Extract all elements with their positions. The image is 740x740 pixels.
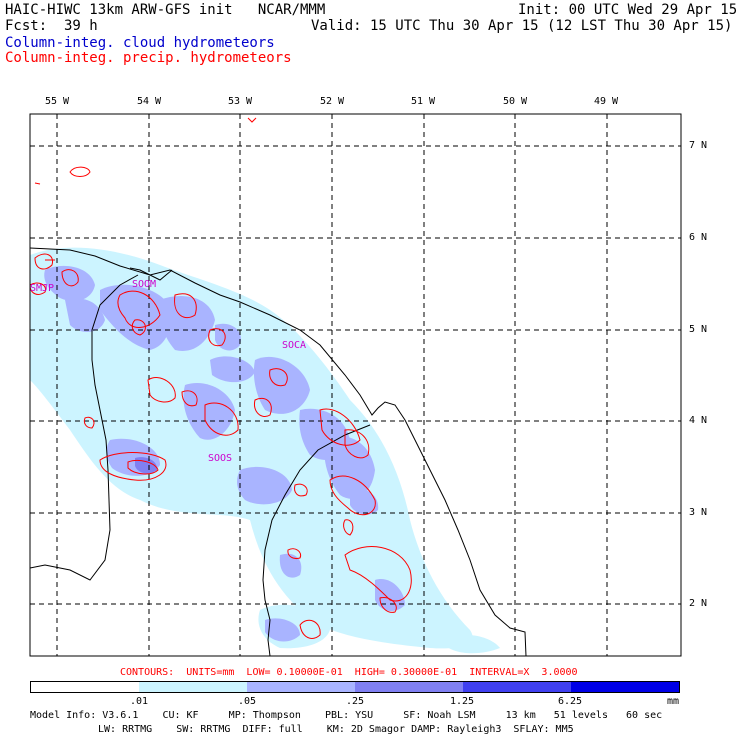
lon-label-54w: 54 W — [137, 96, 162, 107]
legend-tick-0: .01 — [130, 696, 149, 707]
legend-swatch-1 — [139, 682, 247, 692]
precip-contours — [30, 117, 412, 639]
lat-label-6n: 6 N — [689, 232, 708, 243]
lat-label-4n: 4 N — [689, 415, 708, 426]
legend-unit: mm — [667, 696, 680, 707]
field-cloud-title: Column-integ. cloud hydrometeors — [5, 35, 275, 51]
station-soca: SOCA — [282, 340, 307, 351]
lon-label-49w: 49 W — [594, 96, 619, 107]
shaded-fields — [30, 247, 500, 654]
coastline-borders — [30, 247, 527, 656]
legend-swatch-0 — [31, 682, 139, 692]
legend-swatch-5 — [571, 682, 679, 692]
lat-label-3n: 3 N — [689, 507, 708, 518]
model-info-line1: Model Info: V3.6.1 CU: KF MP: Thompson P… — [30, 710, 663, 721]
lon-label-50w: 50 W — [503, 96, 528, 107]
lon-label-53w: 53 W — [228, 96, 253, 107]
cloud-shading-dark — [135, 457, 158, 474]
legend-tick-4: 6.25 — [558, 696, 583, 707]
legend-tick-1: .05 — [238, 696, 257, 707]
color-legend-bar — [30, 681, 680, 693]
valid-time: Valid: 15 UTC Thu 30 Apr 15 (12 LST Thu … — [311, 18, 733, 34]
lon-label-51w: 51 W — [411, 96, 436, 107]
lat-lon-grid — [30, 114, 681, 656]
forecast-hour: 39 h — [64, 18, 98, 34]
map-frame — [29, 113, 682, 657]
legend-swatch-3 — [355, 682, 463, 692]
legend-swatch-2 — [247, 682, 355, 692]
legend-tick-3: 1.25 — [450, 696, 475, 707]
station-smjp: SMJP — [30, 283, 55, 294]
field-precip-title: Column-integ. precip. hydrometeors — [5, 50, 292, 66]
forecast-label: Fcst: — [5, 18, 48, 34]
station-soom: SOOM — [132, 279, 157, 290]
legend-tick-2: .25 — [346, 696, 365, 707]
contour-info: CONTOURS: UNITS=mm LOW= 0.10000E-01 HIGH… — [120, 667, 578, 678]
init-time: Init: 00 UTC Wed 29 Apr 15 — [518, 2, 738, 18]
lon-label-52w: 52 W — [320, 96, 345, 107]
model-info-line2: LW: RRTMG SW: RRTMG DIFF: full KM: 2D Sm… — [98, 724, 574, 735]
lat-label-5n: 5 N — [689, 324, 708, 335]
model-title: HAIC-HIWC 13km ARW-GFS init NCAR/MMM — [5, 2, 326, 18]
legend-swatch-4 — [463, 682, 571, 692]
station-soos: SOOS — [208, 453, 233, 464]
lat-label-7n: 7 N — [689, 140, 708, 151]
lon-label-55w: 55 W — [45, 96, 70, 107]
lat-label-2n: 2 N — [689, 598, 708, 609]
